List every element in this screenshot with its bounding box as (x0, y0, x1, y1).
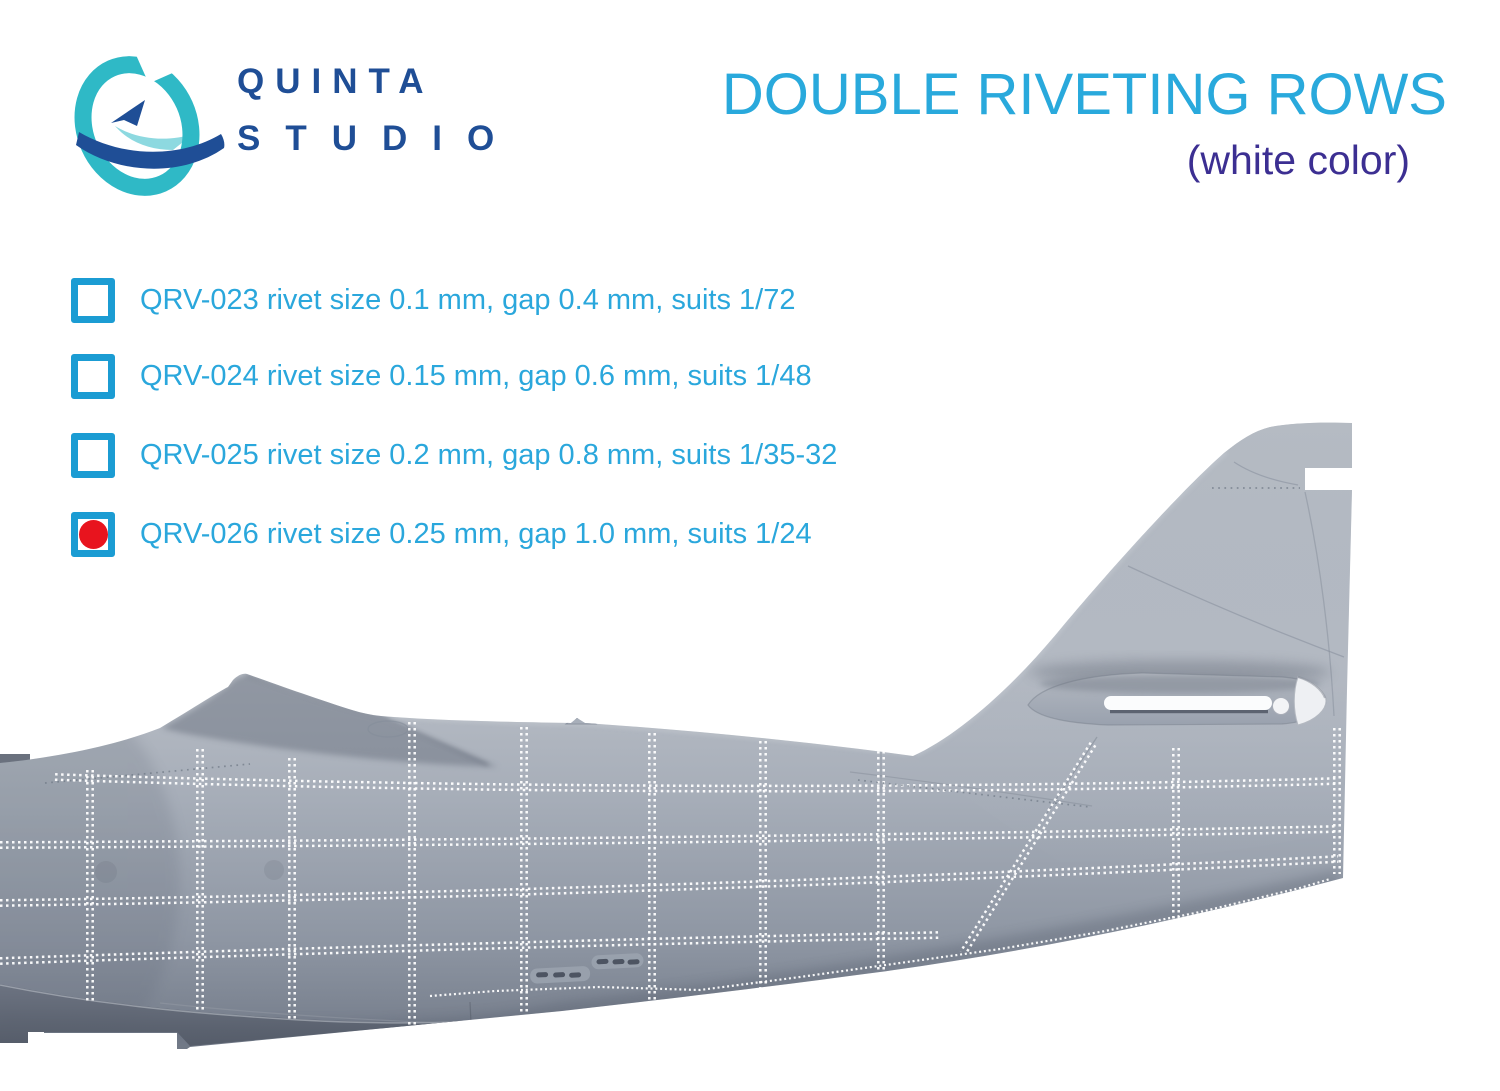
product-option-row: QRV-024 rivet size 0.15 mm, gap 0.6 mm, … (71, 354, 812, 399)
stabilizer-fairing (1027, 660, 1330, 726)
page-subtitle: (white color) (1186, 137, 1410, 183)
exhaust-louvers (530, 953, 644, 984)
rudder-hinge-line (1304, 491, 1335, 717)
brand-name-line1: QUINTA (237, 62, 435, 101)
product-option-label: QRV-023 rivet size 0.1 mm, gap 0.4 mm, s… (140, 284, 796, 316)
fairing-dot (1272, 697, 1290, 715)
product-option-row: QRV-026 rivet size 0.25 mm, gap 1.0 mm, … (71, 512, 812, 557)
wing-root-fillet (0, 984, 560, 1046)
brand-name-line2: STUDIO (237, 119, 520, 158)
product-option-row: QRV-023 rivet size 0.1 mm, gap 0.4 mm, s… (71, 278, 795, 323)
quinta-studio-logo-icon (74, 48, 225, 196)
forward-ledge (0, 754, 30, 764)
checkbox-unchecked[interactable] (71, 354, 115, 399)
selected-radio-dot (78, 520, 108, 549)
spine-blister (564, 717, 598, 725)
page-title: DOUBLE RIVETING ROWS (721, 62, 1447, 127)
fairing-slot (1104, 696, 1272, 710)
rivet-rows (0, 487, 1341, 1028)
logo-swoosh (76, 132, 225, 169)
dorsal-ridge-shadow (162, 674, 498, 767)
product-option-label: QRV-026 rivet size 0.25 mm, gap 1.0 mm, … (140, 518, 812, 550)
checkbox-checked[interactable] (71, 512, 115, 557)
checkbox-unchecked[interactable] (71, 433, 115, 478)
product-option-label: QRV-025 rivet size 0.2 mm, gap 0.8 mm, s… (140, 439, 838, 471)
checkbox-unchecked[interactable] (71, 278, 115, 323)
fuselage-dimple (264, 860, 284, 880)
aircraft-silhouette (0, 422, 1352, 1050)
logo-plane-icon (111, 100, 145, 126)
product-option-row: QRV-025 rivet size 0.2 mm, gap 0.8 mm, s… (71, 433, 837, 478)
fin-panel-line (1127, 565, 1345, 658)
logo-swoosh-accent (115, 126, 193, 150)
dorsal-hatch (367, 720, 409, 738)
tail-fin (913, 422, 1352, 862)
product-option-label: QRV-024 rivet size 0.15 mm, gap 0.6 mm, … (140, 360, 812, 392)
fuselage-dimple (95, 861, 117, 883)
